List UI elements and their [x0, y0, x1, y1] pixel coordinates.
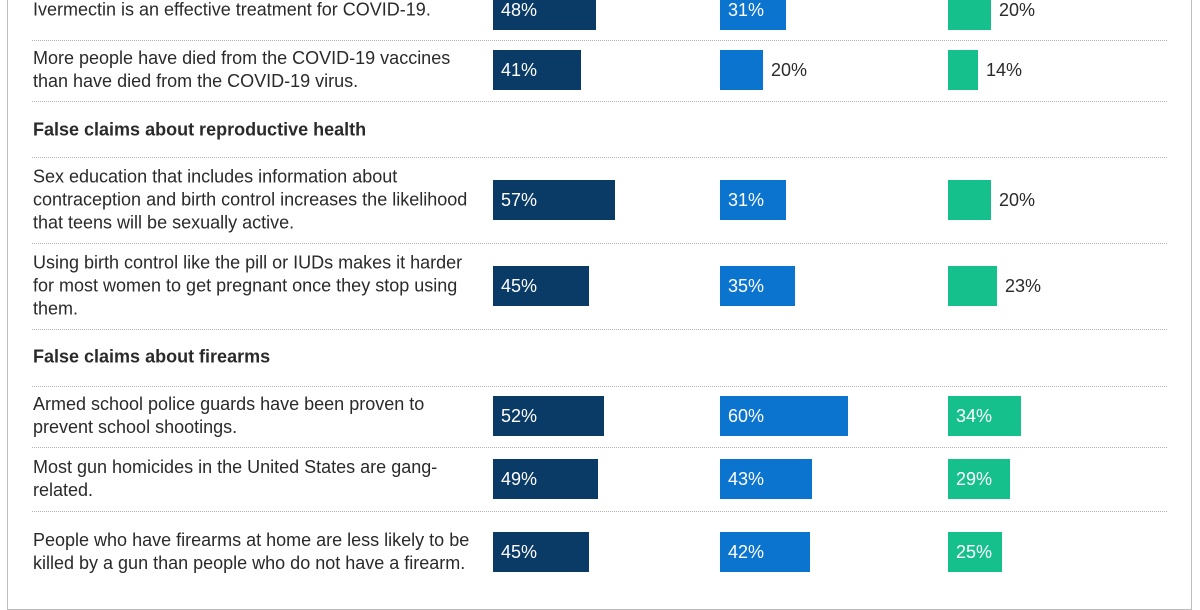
data-label: 31%	[728, 0, 765, 20]
bar-series-2	[720, 0, 786, 30]
data-label: 29%	[956, 469, 993, 489]
data-label: 34%	[956, 406, 993, 426]
data-label: 20%	[999, 0, 1036, 20]
row-separator	[32, 329, 1167, 330]
bar-series-3	[948, 180, 991, 220]
row-separator	[32, 101, 1167, 102]
bar-series-3	[948, 459, 1010, 499]
data-label: 45%	[501, 542, 538, 562]
data-label: 23%	[1005, 276, 1042, 296]
bar-series-2	[720, 396, 848, 436]
bar-series-3	[948, 396, 1021, 436]
bar-series-2	[720, 50, 763, 90]
data-label: 42%	[728, 542, 765, 562]
data-label: 35%	[728, 276, 765, 296]
bar-series-1	[493, 0, 596, 30]
claim-label: People who have firearms at home are les…	[33, 530, 470, 573]
data-label: 60%	[728, 406, 765, 426]
claim-label: More people have died from the COVID-19 …	[33, 48, 451, 91]
bar-series-2	[720, 532, 810, 572]
bar-series-1	[493, 50, 581, 90]
data-label: 31%	[728, 190, 765, 210]
data-label: 20%	[999, 190, 1036, 210]
bar-series-1	[493, 180, 615, 220]
bar-series-2	[720, 459, 812, 499]
bar-series-3	[948, 532, 1002, 572]
bar-series-3	[948, 50, 978, 90]
data-label: 48%	[501, 0, 538, 20]
data-label: 20%	[771, 60, 808, 80]
claim-label: Most gun homicides in the United States …	[33, 457, 438, 500]
data-label: 25%	[956, 542, 993, 562]
data-label: 41%	[501, 60, 538, 80]
row-separator	[32, 447, 1167, 448]
section-heading: False claims about firearms	[33, 346, 271, 367]
bar-series-3	[948, 0, 991, 30]
data-label: 43%	[728, 469, 765, 489]
data-label: 49%	[501, 469, 538, 489]
bar-series-1	[493, 396, 604, 436]
claim-label: Using birth control like the pill or IUD…	[33, 252, 463, 319]
bar-series-3	[948, 266, 997, 306]
bar-series-1	[493, 266, 589, 306]
row-separator	[32, 157, 1167, 158]
data-label: 57%	[501, 190, 538, 210]
data-label: 14%	[986, 60, 1023, 80]
bar-series-2	[720, 266, 795, 306]
bar-series-2	[720, 180, 786, 220]
row-separator	[32, 40, 1167, 41]
data-label: 52%	[501, 406, 538, 426]
claim-label: Ivermectin is an effective treatment for…	[33, 0, 431, 20]
row-separator	[32, 243, 1167, 244]
section-heading: False claims about reproductive health	[33, 119, 367, 140]
data-label: 45%	[501, 276, 538, 296]
row-separator	[32, 386, 1167, 387]
row-separator	[32, 511, 1167, 512]
claim-label: Armed school police guards have been pro…	[33, 394, 425, 437]
bar-series-1	[493, 532, 589, 572]
claim-label: Sex education that includes information …	[33, 166, 468, 233]
bar-series-1	[493, 459, 598, 499]
